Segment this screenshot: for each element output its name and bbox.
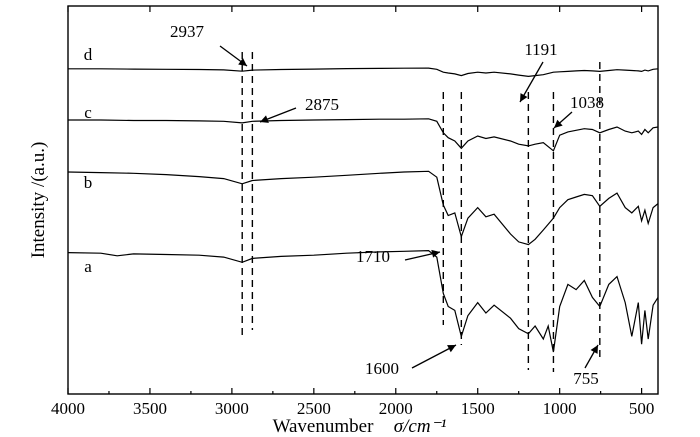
annotation-arrow-1600 xyxy=(411,344,457,369)
peak-annotations: 2937 2875 1191 1038 1710 1600 755 xyxy=(170,22,604,388)
x-axis-title: Wavenumber xyxy=(273,416,374,437)
x-tick-label: 3500 xyxy=(133,399,167,418)
x-tick-label: 1000 xyxy=(543,399,577,418)
x-axis-ticks: 4000 3500 3000 2500 2000 1500 1000 500 xyxy=(51,6,654,418)
annotation-arrowhead-755 xyxy=(590,345,598,354)
x-tick-label: 500 xyxy=(629,399,655,418)
annotation-1038: 1038 xyxy=(570,93,604,112)
series-label-a: a xyxy=(84,257,92,276)
x-tick-label: 4000 xyxy=(51,399,85,418)
series-d-line xyxy=(68,67,659,78)
series-label-b: b xyxy=(84,173,93,192)
series-label-c: c xyxy=(84,103,92,122)
x-axis-unit: σ/cm⁻¹ xyxy=(394,416,447,437)
annotation-arrowhead-1191 xyxy=(520,93,528,102)
series-c-line xyxy=(68,118,659,152)
x-tick-label: 2000 xyxy=(379,399,413,418)
x-tick-label: 1500 xyxy=(461,399,495,418)
series-b-line xyxy=(67,170,659,246)
x-tick-label: 3000 xyxy=(215,399,249,418)
annotation-1600: 1600 xyxy=(365,359,399,378)
annotation-arrowhead-1038 xyxy=(554,119,563,128)
annotation-arrowhead-1600 xyxy=(447,345,456,353)
annotation-arrowhead-2875 xyxy=(260,115,269,123)
annotation-arrowhead-2937 xyxy=(238,58,247,66)
dashed-reference-lines xyxy=(241,52,601,372)
annotation-2937: 2937 xyxy=(170,22,205,41)
annotation-755: 755 xyxy=(573,369,599,388)
annotation-2875: 2875 xyxy=(305,95,339,114)
series-a-line xyxy=(67,249,659,353)
annotation-1710: 1710 xyxy=(356,247,390,266)
series-labels: d c b a xyxy=(84,45,93,276)
x-tick-label: 2500 xyxy=(297,399,331,418)
y-axis-title: Intensity /(a.u.) xyxy=(28,142,49,259)
annotation-1191: 1191 xyxy=(524,40,557,59)
series-label-d: d xyxy=(84,45,93,64)
annotation-arrowhead-1710 xyxy=(431,249,440,258)
plot-frame xyxy=(67,5,659,395)
